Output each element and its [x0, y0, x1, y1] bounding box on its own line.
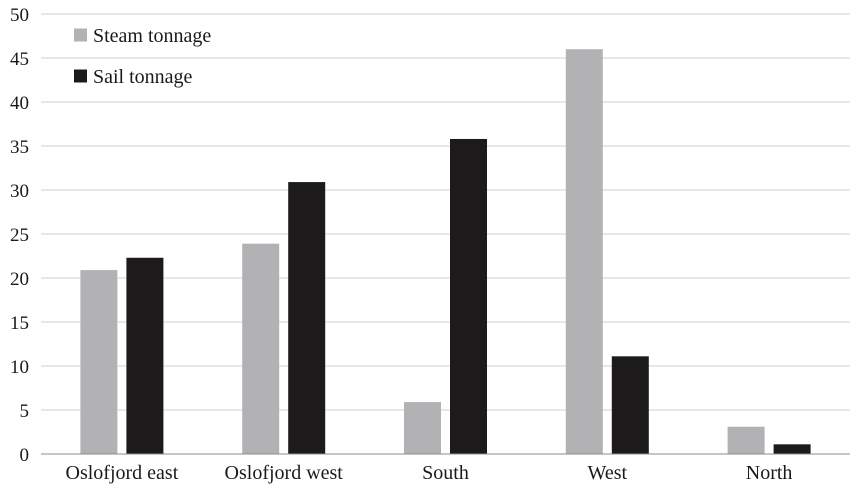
y-tick-label: 45	[10, 49, 29, 70]
bar-steam-tonnage-oslofjord-east	[80, 270, 118, 454]
x-category-label: South	[422, 462, 469, 484]
y-tick-label: 20	[10, 269, 29, 290]
y-tick-label: 40	[10, 93, 29, 114]
gridlines	[41, 13, 850, 411]
axes: 0 5 10 15 20 25 30 35 40 45 50 Oslofjord east Oslofj…	[10, 5, 850, 484]
bar-sail-tonnage-south	[450, 138, 487, 454]
y-tick-label: 10	[10, 357, 29, 378]
legend-swatch-sail-tonnage	[74, 69, 87, 83]
x-category-label: North	[746, 462, 793, 484]
bar-sail-tonnage-oslofjord-east	[126, 257, 164, 454]
x-category-label: West	[588, 462, 628, 484]
bar-sail-tonnage-north	[773, 444, 811, 454]
legend-swatch-steam-tonnage	[74, 28, 87, 42]
y-tick-label: 30	[10, 181, 29, 202]
y-tick-label: 50	[10, 5, 29, 26]
y-tick-label: 5	[20, 401, 30, 422]
y-tick-label: 15	[10, 313, 29, 334]
x-category-label: Oslofjord west	[225, 462, 344, 484]
y-tick-label: 35	[10, 137, 29, 158]
legend-label-sail-tonnage: Sail tonnage	[93, 66, 193, 88]
bar-steam-tonnage-north	[727, 426, 765, 454]
bar-steam-tonnage-oslofjord-west	[242, 243, 280, 454]
legend: Steam tonnage Sail tonnage	[74, 25, 211, 88]
bars	[80, 49, 811, 454]
x-category-label: Oslofjord east	[66, 462, 179, 484]
bar-sail-tonnage-west	[611, 356, 649, 454]
y-tick-label: 25	[10, 225, 29, 246]
bar-steam-tonnage-west	[565, 49, 603, 454]
legend-label-steam-tonnage: Steam tonnage	[93, 25, 211, 47]
y-tick-label: 0	[20, 445, 30, 466]
bar-sail-tonnage-oslofjord-west	[288, 182, 326, 454]
bar-steam-tonnage-south	[404, 402, 441, 454]
